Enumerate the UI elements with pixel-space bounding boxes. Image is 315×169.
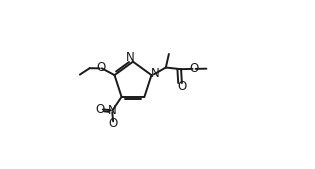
Text: N: N — [151, 67, 159, 80]
Text: N: N — [126, 51, 135, 64]
Text: N: N — [108, 104, 117, 117]
Text: O: O — [177, 80, 186, 93]
Text: O: O — [96, 61, 106, 74]
Text: O: O — [108, 117, 118, 130]
Text: O: O — [96, 103, 105, 115]
Text: O: O — [190, 62, 199, 75]
